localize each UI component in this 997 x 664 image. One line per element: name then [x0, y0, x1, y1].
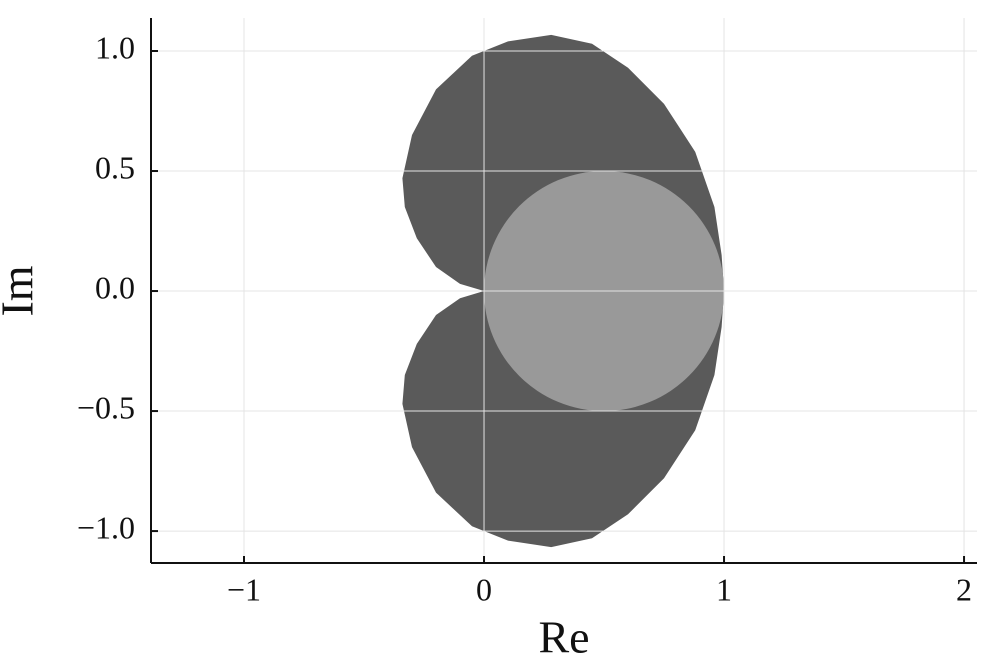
- x-axis-label: Re: [538, 612, 589, 663]
- x-tick-label: 1: [716, 571, 732, 607]
- y-tick-label: −0.5: [77, 389, 135, 425]
- x-tick-label: 0: [476, 571, 492, 607]
- y-tick-label: 0.5: [95, 149, 135, 185]
- y-tick-label: −1.0: [77, 509, 135, 545]
- x-tick-label: −1: [227, 571, 261, 607]
- y-tick-label: 0.0: [95, 269, 135, 305]
- x-tick-label: 2: [956, 571, 972, 607]
- y-axis-label: Im: [0, 265, 43, 316]
- y-tick-label: 1.0: [95, 29, 135, 65]
